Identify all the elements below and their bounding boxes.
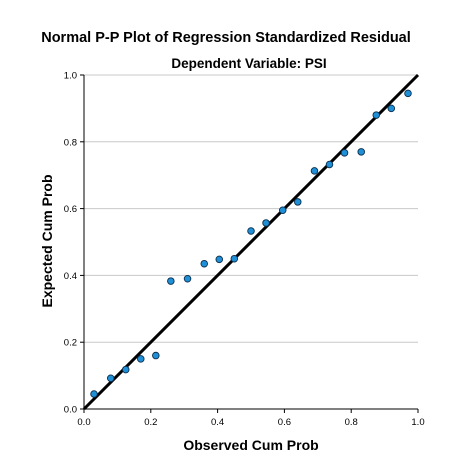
gridlines xyxy=(84,74,418,343)
data-point-19 xyxy=(387,104,396,113)
data-point-16 xyxy=(340,149,349,157)
data-point-4 xyxy=(152,351,160,360)
data-point-18 xyxy=(372,111,381,119)
x-tick-label-5: 1.0 xyxy=(411,417,424,428)
data-point-15 xyxy=(325,160,334,169)
data-point-9 xyxy=(230,254,239,263)
data-point-8 xyxy=(215,255,224,264)
data-point-2 xyxy=(121,365,130,374)
x-tick-label-0: 0.0 xyxy=(77,417,90,428)
x-tick-label-3: 0.6 xyxy=(278,417,291,428)
y-tick-label-4: 0.8 xyxy=(64,137,77,148)
data-point-3 xyxy=(137,355,145,363)
data-point-14 xyxy=(310,167,319,175)
axes xyxy=(80,74,419,413)
reference-line xyxy=(82,73,420,411)
data-point-10 xyxy=(247,227,255,235)
data-point-13 xyxy=(294,198,302,206)
y-tick-label-5: 1.0 xyxy=(64,71,77,82)
tick-labels: 0.0 0.2 0.4 0.6 0.8 1.0 0.0 0.2 0.4 0.6 0.8 1.0 xyxy=(64,71,425,429)
data-point-5 xyxy=(167,277,175,285)
data-point-17 xyxy=(357,148,365,156)
data-point-0 xyxy=(90,390,98,398)
x-tick-label-2: 0.4 xyxy=(211,417,224,428)
y-tick-label-3: 0.6 xyxy=(64,204,77,215)
x-tick-label-1: 0.2 xyxy=(144,417,157,428)
x-tick-label-4: 0.8 xyxy=(345,417,358,428)
data-point-7 xyxy=(200,259,208,268)
data-point-1 xyxy=(106,374,115,383)
chart-subtitle: Dependent Variable: PSI xyxy=(171,56,326,71)
data-point-20 xyxy=(404,89,412,98)
y-tick-label-0: 0.0 xyxy=(64,405,77,416)
y-tick-label-1: 0.2 xyxy=(64,338,77,349)
data-point-11 xyxy=(262,219,270,227)
y-axis-label: Expected Cum Prob xyxy=(39,174,55,307)
chart-title: Normal P-P Plot of Regression Standardiz… xyxy=(41,30,411,46)
data-point-6 xyxy=(183,274,192,283)
reference-line-group xyxy=(82,73,420,411)
data-points xyxy=(90,89,412,398)
data-point-12 xyxy=(278,206,287,215)
x-axis-label: Observed Cum Prob xyxy=(183,437,318,453)
y-tick-label-2: 0.4 xyxy=(64,271,77,282)
